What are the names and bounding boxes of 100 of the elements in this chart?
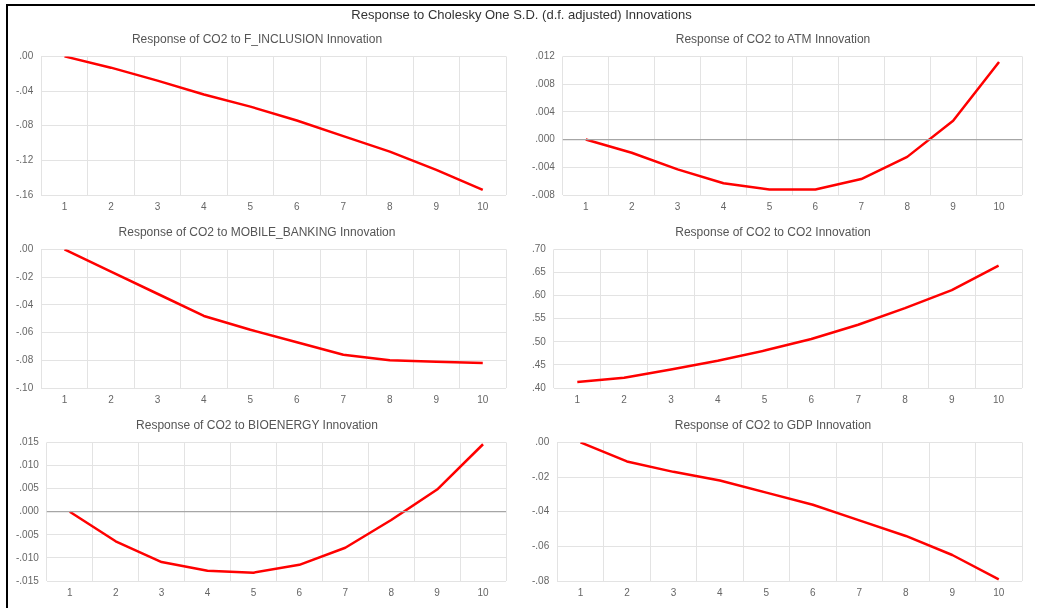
x-tick-label: 8 [387, 200, 394, 212]
y-tick-label: .015 [19, 436, 40, 448]
y-tick-label: .008 [535, 77, 556, 89]
x-tick-label: 2 [624, 586, 631, 598]
x-tick-label: 9 [949, 586, 956, 598]
y-tick-label: -.10 [16, 381, 34, 393]
y-tick-label: .010 [19, 459, 40, 471]
x-tick-label: 4 [201, 393, 208, 405]
x-tick-label: 10 [477, 586, 490, 598]
x-tick-label: 6 [296, 586, 303, 598]
y-tick-label: -.04 [532, 505, 550, 517]
chart-title: Response of CO2 to MOBILE_BANKING Innovation [118, 224, 396, 239]
y-tick-label: .000 [535, 133, 556, 145]
x-tick-label: 3 [154, 393, 161, 405]
y-tick-label: -.02 [532, 470, 550, 482]
x-tick-label: 6 [812, 200, 819, 212]
y-tick-label: -.08 [532, 574, 550, 586]
chart-title: Response of CO2 to ATM Innovation [675, 31, 871, 46]
x-tick-label: 5 [763, 586, 770, 598]
chart-title: Response of CO2 to F_INCLUSION Innovation [131, 31, 383, 46]
x-tick-label: 6 [808, 393, 815, 405]
y-tick-label: -.06 [16, 326, 34, 338]
y-tick-label: -.04 [16, 298, 34, 310]
y-tick-label: -.12 [16, 154, 34, 166]
y-tick-label: .004 [535, 105, 556, 117]
x-tick-label: 4 [201, 200, 208, 212]
chart-title: Response of CO2 to CO2 Innovation [675, 224, 871, 239]
y-tick-label: -.04 [16, 84, 34, 96]
y-tick-label: .70 [532, 243, 547, 255]
y-tick-label: .40 [532, 381, 547, 393]
x-tick-label: 2 [108, 393, 115, 405]
y-tick-label: .000 [19, 505, 40, 517]
x-tick-label: 3 [670, 586, 677, 598]
y-tick-label: .00 [535, 436, 550, 448]
x-tick-label: 1 [61, 200, 68, 212]
x-tick-label: 9 [950, 200, 957, 212]
x-tick-label: 7 [855, 393, 862, 405]
x-tick-label: 3 [154, 200, 161, 212]
x-tick-label: 10 [993, 393, 1005, 405]
y-tick-label: -.005 [16, 528, 40, 540]
x-tick-label: 2 [628, 200, 635, 212]
x-tick-label: 8 [904, 200, 911, 212]
y-tick-label: -.010 [16, 551, 40, 563]
chart-title: Response of CO2 to GDP Innovation [674, 417, 872, 432]
x-tick-label: 1 [574, 393, 581, 405]
y-tick-label: .00 [19, 50, 34, 62]
y-tick-label: .55 [532, 312, 547, 324]
chart-title: Response of CO2 to BIOENERGY Innovation [136, 417, 378, 432]
y-tick-label: .65 [532, 266, 547, 278]
x-tick-label: 8 [388, 586, 395, 598]
x-tick-label: 8 [387, 393, 394, 405]
x-tick-label: 7 [340, 393, 347, 405]
y-tick-label: .50 [532, 335, 547, 347]
x-tick-label: 5 [247, 393, 254, 405]
x-tick-label: 10 [993, 586, 1005, 598]
y-tick-label: .45 [532, 358, 547, 370]
x-tick-label: 9 [949, 393, 955, 405]
y-tick-label: -.08 [16, 119, 34, 131]
x-tick-label: 9 [434, 586, 441, 598]
x-tick-label: 9 [433, 200, 440, 212]
x-tick-label: 5 [766, 200, 773, 212]
x-tick-label: 1 [66, 586, 73, 598]
x-tick-label: 6 [294, 393, 301, 405]
x-tick-label: 8 [902, 393, 909, 405]
x-tick-label: 8 [903, 586, 910, 598]
y-tick-label: -.06 [532, 540, 550, 552]
x-tick-label: 4 [714, 393, 721, 405]
x-tick-label: 10 [993, 200, 1006, 212]
x-tick-label: 3 [674, 200, 681, 212]
y-tick-label: .00 [19, 243, 34, 255]
x-tick-label: 7 [342, 586, 349, 598]
y-tick-label: -.16 [16, 188, 34, 200]
x-tick-label: 5 [247, 200, 254, 212]
y-tick-label: .012 [535, 50, 556, 62]
x-tick-label: 1 [582, 200, 589, 212]
x-tick-label: 1 [577, 586, 584, 598]
x-tick-label: 7 [856, 586, 863, 598]
x-tick-label: 10 [477, 393, 489, 405]
x-tick-label: 1 [61, 393, 68, 405]
x-tick-label: 4 [204, 586, 211, 598]
y-tick-label: .005 [19, 482, 40, 494]
y-tick-label: -.015 [16, 574, 40, 586]
x-tick-label: 4 [717, 586, 724, 598]
x-tick-label: 2 [112, 586, 119, 598]
y-tick-label: -.008 [532, 188, 556, 200]
x-tick-label: 6 [294, 200, 301, 212]
text: Response to Cholesky One S.D. (d.f. adjusted) Innovations [351, 7, 692, 22]
x-tick-label: 7 [340, 200, 347, 212]
x-tick-label: 9 [433, 393, 440, 405]
x-tick-label: 2 [621, 393, 628, 405]
x-tick-label: 5 [761, 393, 768, 405]
y-tick-label: -.004 [532, 161, 556, 173]
y-tick-label: -.02 [16, 270, 34, 282]
x-tick-label: 7 [858, 200, 865, 212]
y-tick-label: .60 [532, 289, 547, 301]
x-tick-label: 4 [720, 200, 727, 212]
x-tick-label: 3 [158, 586, 165, 598]
x-tick-label: 6 [810, 586, 817, 598]
y-tick-label: -.08 [16, 354, 34, 366]
x-tick-label: 2 [108, 200, 115, 212]
